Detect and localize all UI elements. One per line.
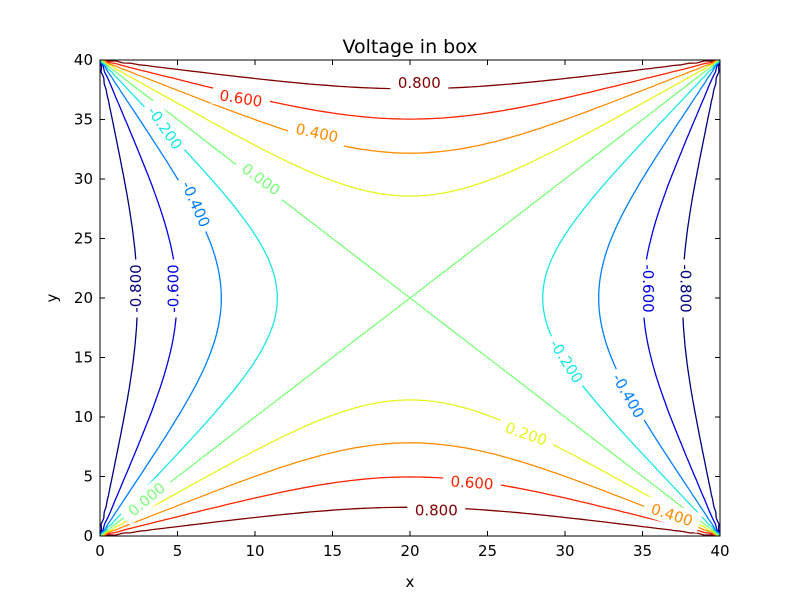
- contour-label-4: 0.000: [231, 153, 291, 205]
- contour-line-1: [104, 59, 716, 537]
- contour-label-12: 0.200: [495, 414, 557, 453]
- x-tick-label: 40: [710, 542, 729, 560]
- contour-label-2: 0.400: [286, 116, 348, 149]
- x-axis: 0 5 10 15 20 25 30 35 40: [95, 60, 730, 560]
- contour-label-6: -0.800: [125, 259, 146, 318]
- contour-label-11: -0.400: [605, 365, 652, 426]
- x-axis-label: x: [406, 573, 415, 591]
- contour-label-10: -0.200: [542, 331, 591, 391]
- chart-title: Voltage in box: [342, 36, 477, 58]
- y-tick-label: 40: [74, 51, 93, 69]
- y-tick-label: 0: [83, 527, 93, 545]
- y-axis: 0 5 10 15 20 25 30 35 40: [74, 51, 720, 545]
- svg-text:0.600: 0.600: [450, 472, 494, 493]
- y-tick-label: 5: [83, 468, 93, 486]
- x-tick-label: 10: [245, 542, 264, 560]
- svg-text:0.800: 0.800: [415, 501, 458, 519]
- svg-text:-0.800: -0.800: [127, 264, 145, 312]
- x-tick-label: 15: [323, 542, 342, 560]
- svg-text:0.800: 0.800: [398, 74, 441, 92]
- contour-lines: [99, 59, 721, 537]
- svg-text:-0.600: -0.600: [164, 264, 182, 312]
- contour-label-1: 0.600: [210, 83, 272, 113]
- svg-text:-0.600: -0.600: [639, 264, 657, 312]
- x-tick-label: 35: [633, 542, 652, 560]
- y-axis-label: y: [43, 293, 61, 302]
- x-tick-label: 25: [478, 542, 497, 560]
- contour-label-0: 0.800: [390, 72, 449, 93]
- contour-label-7: -0.600: [162, 259, 183, 318]
- contour-label-8: -0.600: [638, 259, 659, 318]
- y-tick-label: 35: [74, 111, 93, 129]
- contour-label-13: 0.600: [442, 470, 502, 495]
- svg-text:-0.400: -0.400: [608, 370, 648, 421]
- y-tick-label: 25: [74, 230, 93, 248]
- contour-label-9: -0.800: [675, 259, 696, 318]
- x-tick-label: 20: [400, 542, 419, 560]
- contour-label-15: 0.800: [407, 499, 466, 520]
- y-tick-label: 20: [74, 289, 93, 307]
- x-tick-label: 0: [95, 542, 105, 560]
- x-tick-label: 5: [173, 542, 183, 560]
- x-tick-label: 30: [555, 542, 574, 560]
- svg-text:-0.800: -0.800: [676, 264, 694, 312]
- contour-label-5: -0.400: [175, 173, 218, 235]
- y-tick-label: 15: [74, 349, 93, 367]
- y-tick-label: 10: [74, 408, 93, 426]
- contour-line-4: [99, 59, 721, 537]
- contour-label-3: -0.200: [140, 98, 190, 158]
- y-tick-label: 30: [74, 170, 93, 188]
- svg-text:-0.400: -0.400: [178, 178, 214, 229]
- svg-text:0.600: 0.600: [218, 86, 263, 110]
- contour-line-2: [102, 59, 718, 537]
